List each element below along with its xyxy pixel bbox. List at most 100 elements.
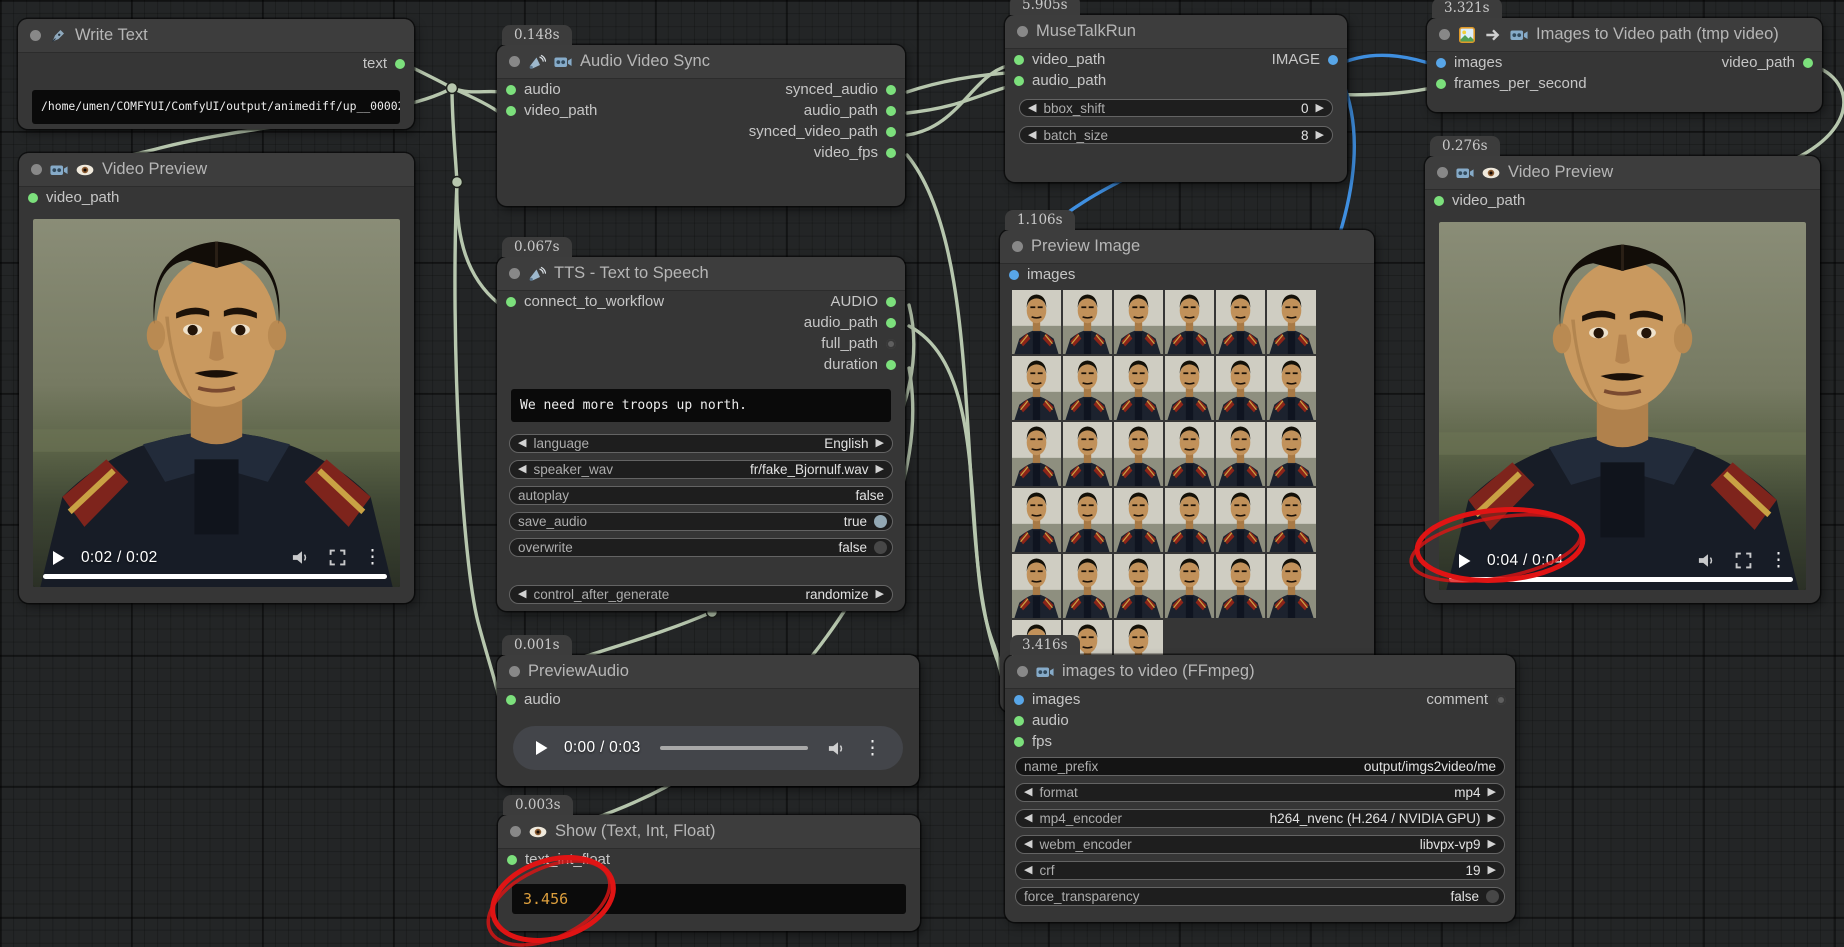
node-header[interactable]: Video Preview	[19, 153, 414, 187]
image-thumbnail[interactable]	[1063, 554, 1112, 618]
output-slot-duration[interactable]	[886, 359, 896, 370]
increment-arrow-icon[interactable]: ▶	[1487, 812, 1496, 824]
decrement-arrow-icon[interactable]: ◀	[1028, 128, 1037, 141]
toggle-knob[interactable]	[1486, 890, 1499, 903]
output-slot-IMAGE[interactable]	[1328, 54, 1338, 65]
image-thumbnail[interactable]	[1012, 554, 1061, 618]
output-slot-AUDIO[interactable]	[886, 296, 896, 307]
node-video_prev_right[interactable]: 0.276s Video Preview video_path 0:04 / 0:04…	[1425, 136, 1820, 603]
increment-arrow-icon[interactable]: ▶	[1315, 128, 1324, 141]
image-thumbnail[interactable]	[1216, 488, 1265, 552]
widget-autoplay[interactable]: autoplay false	[509, 486, 893, 505]
text-field[interactable]: /home/umen/COMFYUI/ComfyUI/output/animed…	[32, 90, 400, 124]
toggle-knob[interactable]	[874, 541, 887, 554]
image-thumbnail[interactable]	[1267, 422, 1316, 486]
image-thumbnail[interactable]	[1267, 290, 1316, 354]
widget-control_after_generate[interactable]: ◀ control_after_generate randomize ▶	[509, 585, 893, 604]
widget-force_transparency[interactable]: force_transparency false	[1015, 887, 1505, 906]
image-thumbnail[interactable]	[1165, 554, 1214, 618]
image-thumbnail[interactable]	[1216, 356, 1265, 420]
fullscreen-icon[interactable]	[1733, 552, 1754, 569]
collapse-dot[interactable]	[30, 30, 41, 41]
image-thumbnail[interactable]	[1165, 356, 1214, 420]
output-slot-synced_audio[interactable]	[886, 84, 896, 95]
input-slot-video_path[interactable]	[1434, 195, 1444, 206]
node-header[interactable]: Write Text	[18, 19, 414, 53]
image-thumbnail[interactable]	[1216, 290, 1265, 354]
fullscreen-icon[interactable]	[327, 549, 348, 566]
image-thumbnail[interactable]	[1165, 488, 1214, 552]
image-thumbnail[interactable]	[1063, 356, 1112, 420]
output-slot-audio_path[interactable]	[886, 317, 896, 328]
node-preview_audio[interactable]: 0.001s PreviewAudio audio 0:00 / 0:03 ⋮	[497, 635, 919, 786]
image-thumbnail[interactable]	[1165, 422, 1214, 486]
collapse-dot[interactable]	[1439, 29, 1450, 40]
image-thumbnail[interactable]	[1216, 554, 1265, 618]
value-display[interactable]: 3.456	[512, 884, 906, 914]
input-slot-video_path[interactable]	[506, 105, 516, 116]
node-musetalk[interactable]: 5.905s MuseTalkRun video_path IMAGE audio_pa…	[1005, 0, 1347, 182]
input-slot-images[interactable]	[1436, 57, 1446, 68]
image-thumbnail[interactable]	[1114, 356, 1163, 420]
volume-icon[interactable]	[1697, 552, 1718, 569]
widget-name_prefix[interactable]: name_prefix output/imgs2video/me	[1015, 757, 1505, 776]
node-header[interactable]: Preview Image	[1000, 230, 1374, 264]
kebab-menu-icon[interactable]: ⋮	[363, 547, 382, 568]
node-header[interactable]: MuseTalkRun	[1005, 15, 1347, 49]
node-header[interactable]: PreviewAudio	[497, 655, 919, 689]
increment-arrow-icon[interactable]: ▶	[1487, 838, 1496, 850]
collapse-dot[interactable]	[31, 164, 42, 175]
volume-icon[interactable]	[827, 740, 848, 757]
video-player[interactable]: 0:02 / 0:02 ⋮	[33, 219, 400, 587]
output-slot-text[interactable]	[395, 58, 405, 69]
decrement-arrow-icon[interactable]: ◀	[518, 437, 527, 449]
node-header[interactable]: Video Preview	[1425, 156, 1820, 190]
input-slot-images[interactable]	[1009, 269, 1019, 280]
increment-arrow-icon[interactable]: ▶	[1487, 864, 1496, 876]
node-header[interactable]: TTS - Text to Speech	[497, 257, 905, 291]
widget-mp4_encoder[interactable]: ◀ mp4_encoder h264_nvenc (H.264 / NVIDIA G…	[1015, 809, 1505, 828]
output-slot-synced_video_path[interactable]	[886, 126, 896, 137]
widget-save_audio[interactable]: save_audio true	[509, 512, 893, 531]
widget-bbox_shift[interactable]: ◀ bbox_shift 0 ▶	[1019, 99, 1333, 117]
increment-arrow-icon[interactable]: ▶	[1487, 786, 1496, 798]
input-slot-fps[interactable]	[1014, 736, 1024, 747]
decrement-arrow-icon[interactable]: ◀	[518, 463, 527, 475]
collapse-dot[interactable]	[509, 268, 520, 279]
input-slot-video_path[interactable]	[1014, 54, 1024, 65]
image-thumbnail[interactable]	[1114, 422, 1163, 486]
decrement-arrow-icon[interactable]: ◀	[1024, 786, 1033, 798]
widget-language[interactable]: ◀ language English ▶	[509, 434, 893, 453]
node-write_text[interactable]: Write Text text/home/umen/COMFYUI/ComfyUI…	[18, 19, 414, 129]
node-show[interactable]: 0.003s Show (Text, Int, Float) text_int_fl…	[498, 795, 920, 931]
image-thumbnail[interactable]	[1012, 488, 1061, 552]
widget-crf[interactable]: ◀ crf 19 ▶	[1015, 861, 1505, 880]
input-slot-audio[interactable]	[506, 694, 516, 705]
node-header[interactable]: Show (Text, Int, Float)	[498, 815, 920, 849]
video-progress-bar[interactable]	[43, 574, 387, 579]
decrement-arrow-icon[interactable]: ◀	[1028, 101, 1037, 114]
node-ffmpeg[interactable]: 3.416s images to video (FFmpeg) images comm…	[1005, 635, 1515, 922]
volume-icon[interactable]	[291, 549, 312, 566]
image-thumbnail[interactable]	[1114, 290, 1163, 354]
input-slot-video_path[interactable]	[28, 192, 38, 203]
collapse-dot[interactable]	[1017, 26, 1028, 37]
input-slot-frames_per_second[interactable]	[1436, 78, 1446, 89]
play-button-icon[interactable]	[1457, 553, 1472, 569]
node-header[interactable]: images to video (FFmpeg)	[1005, 655, 1515, 689]
image-thumbnail[interactable]	[1063, 422, 1112, 486]
image-thumbnail[interactable]	[1012, 356, 1061, 420]
toggle-knob[interactable]	[874, 515, 887, 528]
input-slot-audio_path[interactable]	[1014, 75, 1024, 86]
image-thumbnail[interactable]	[1216, 422, 1265, 486]
image-thumbnail[interactable]	[1267, 554, 1316, 618]
collapse-dot[interactable]	[1012, 241, 1023, 252]
decrement-arrow-icon[interactable]: ◀	[1024, 864, 1033, 876]
output-slot-audio_path[interactable]	[886, 105, 896, 116]
play-button-icon[interactable]	[51, 550, 66, 566]
image-thumbnail[interactable]	[1063, 290, 1112, 354]
input-slot-text_int_float[interactable]	[507, 854, 517, 865]
node-header[interactable]: Images to Video path (tmp video)	[1427, 18, 1822, 52]
image-thumbnail[interactable]	[1114, 488, 1163, 552]
